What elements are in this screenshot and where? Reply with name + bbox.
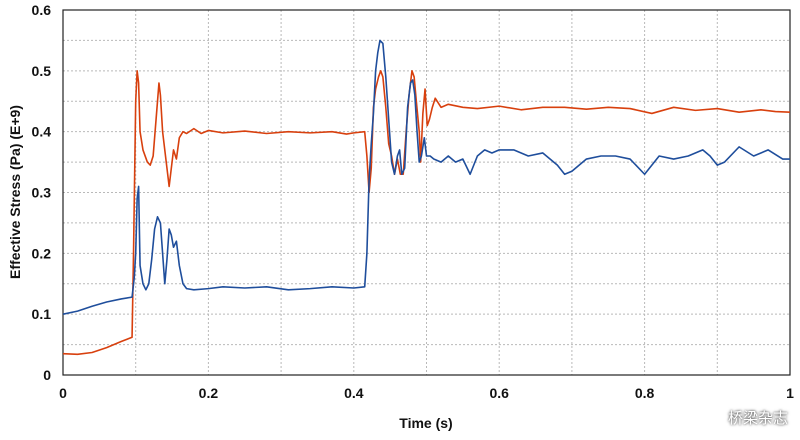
x-tick-label: 0.2: [199, 385, 219, 401]
watermark: 桥梁杂志: [702, 407, 788, 428]
x-tick-label: 1: [786, 385, 794, 401]
x-axis-title: Time (s): [399, 415, 452, 431]
x-tick-label: 0.8: [635, 385, 655, 401]
x-tick-label: 0.6: [489, 385, 509, 401]
y-tick-label: 0.3: [32, 185, 52, 201]
grid: [63, 10, 790, 375]
y-tick-label: 0.1: [32, 306, 52, 322]
y-tick-label: 0: [43, 367, 51, 383]
watermark-text: 桥梁杂志: [727, 409, 788, 427]
series-line-2: [62, 39, 790, 315]
wechat-icon: [702, 410, 722, 425]
y-tick-label: 0.6: [32, 2, 52, 18]
y-tick-label: 0.5: [32, 63, 52, 79]
series-group: [62, 39, 791, 356]
x-tick-label: 0: [59, 385, 67, 401]
x-tick-label: 0.4: [344, 385, 364, 401]
y-tick-label: 0.4: [32, 124, 52, 140]
y-axis-ticks: 0 0.1 0.2 0.3 0.4 0.5 0.6: [32, 2, 52, 383]
plot-area-frame: [62, 9, 791, 376]
y-axis-title: Effective Stress (Pa) (E+9): [7, 105, 23, 279]
y-tick-label: 0.2: [32, 245, 52, 261]
x-axis-ticks: 0 0.2 0.4 0.6 0.8 1: [59, 385, 794, 401]
